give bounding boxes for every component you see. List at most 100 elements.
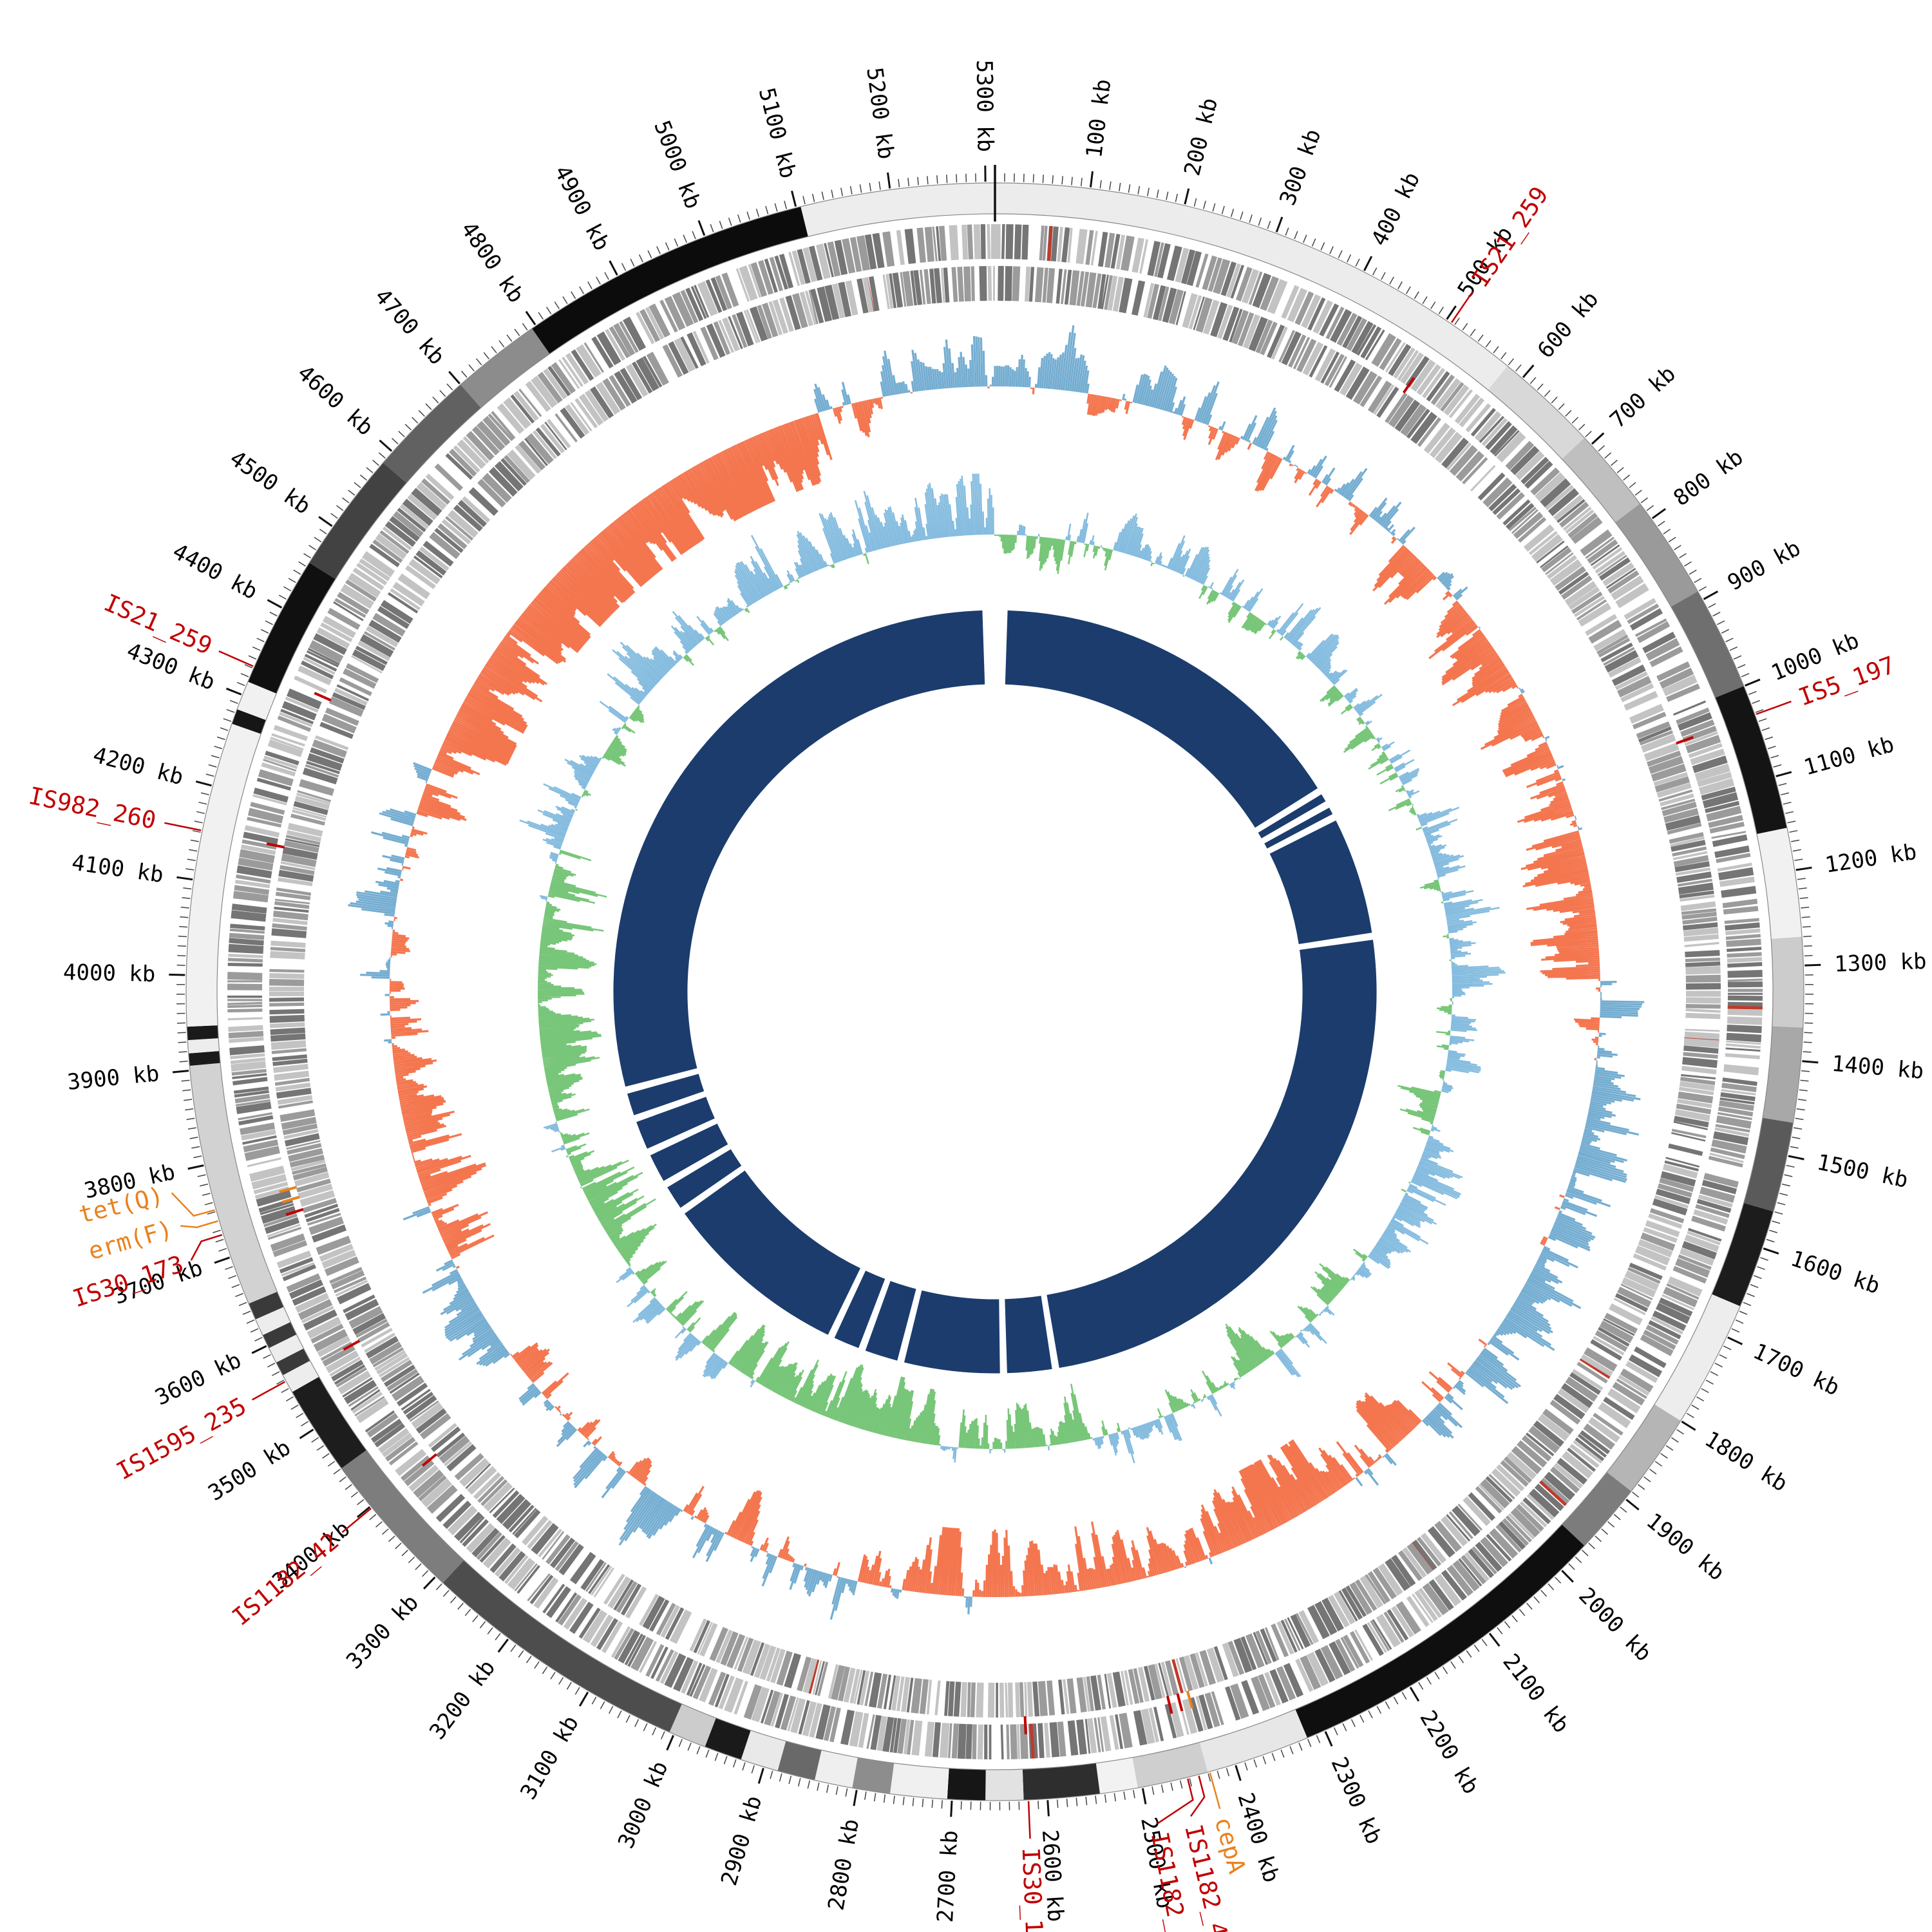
- minor-tick: [342, 497, 350, 504]
- minor-tick: [1271, 1752, 1276, 1761]
- minor-tick: [242, 1311, 251, 1315]
- minor-tick: [412, 417, 419, 424]
- tick-label: 2700 kb: [933, 1830, 963, 1923]
- minor-tick: [1438, 307, 1444, 315]
- minor-tick: [1676, 1429, 1684, 1435]
- minor-tick: [506, 334, 513, 342]
- minor-tick: [461, 370, 468, 378]
- minor-tick: [1333, 1727, 1338, 1736]
- annotation-marker: [1402, 377, 1416, 394]
- coverage-segment: [865, 1280, 917, 1361]
- minor-tick: [788, 1776, 792, 1785]
- tick-label: 2000 kb: [1573, 1583, 1656, 1667]
- minor-tick: [285, 1396, 294, 1402]
- minor-tick: [281, 1388, 289, 1394]
- minor-tick: [873, 1793, 876, 1802]
- minor-tick: [1705, 1379, 1714, 1385]
- major-tick: [950, 1801, 953, 1817]
- minor-tick: [183, 887, 192, 890]
- karyotype-segment: [292, 1376, 367, 1469]
- minor-tick: [303, 553, 311, 559]
- major-tick: [356, 1506, 371, 1519]
- major-tick: [497, 1638, 509, 1653]
- minor-tick: [425, 403, 432, 410]
- minor-tick: [184, 1099, 193, 1101]
- minor-tick: [1748, 691, 1757, 696]
- minor-tick: [244, 664, 253, 668]
- minor-tick: [1760, 1256, 1768, 1261]
- annotation-marker: [281, 1195, 300, 1204]
- minor-tick: [240, 673, 249, 677]
- minor-tick: [1258, 217, 1262, 226]
- annotation-label: IS1182_42: [227, 1528, 345, 1632]
- minor-tick: [1442, 1666, 1448, 1674]
- minor-tick: [1298, 1742, 1303, 1751]
- minor-tick: [1193, 198, 1197, 207]
- major-tick: [525, 310, 536, 326]
- coverage-segment: [650, 1123, 728, 1181]
- gene-bars-path: [269, 265, 1721, 1718]
- coverage-segment: [1264, 808, 1333, 849]
- tick-label: 4500 kb: [225, 446, 315, 520]
- gene-track-forward: [227, 223, 1763, 1760]
- minor-tick: [779, 1773, 782, 1782]
- tick-label: 3200 kb: [424, 1655, 500, 1745]
- minor-tick: [774, 203, 778, 212]
- major-tick: [448, 371, 460, 384]
- tick-label: 5000 kb: [649, 117, 706, 213]
- minor-tick: [1575, 1557, 1582, 1564]
- minor-tick: [732, 1759, 737, 1768]
- major-tick: [791, 191, 797, 207]
- minor-tick: [1752, 699, 1761, 705]
- minor-tick: [1342, 1723, 1347, 1732]
- minor-tick: [366, 467, 374, 473]
- minor-tick: [339, 1476, 346, 1482]
- minor-tick: [1673, 545, 1681, 551]
- minor-tick: [1113, 1793, 1117, 1802]
- minor-tick: [1023, 173, 1025, 182]
- minor-tick: [1511, 1615, 1518, 1622]
- minor-tick: [821, 191, 824, 200]
- minor-tick: [1719, 1354, 1727, 1359]
- minor-tick: [1794, 1127, 1803, 1130]
- minor-tick: [248, 655, 257, 660]
- karyotype-segment: [1715, 686, 1787, 835]
- minor-tick: [1725, 638, 1734, 643]
- minor-tick: [1668, 536, 1676, 543]
- major-tick: [1745, 678, 1761, 687]
- minor-tick: [849, 185, 853, 194]
- karyotype-segment: [1132, 1742, 1208, 1788]
- minor-tick: [522, 323, 528, 331]
- minor-tick: [587, 281, 592, 290]
- minor-tick: [1075, 1797, 1078, 1806]
- minor-tick: [254, 1337, 263, 1341]
- minor-tick: [1784, 1174, 1793, 1177]
- minor-tick: [260, 629, 269, 634]
- minor-tick: [1381, 272, 1386, 280]
- gc-content-track-positive-path: [348, 325, 1645, 1620]
- minor-tick: [1741, 673, 1750, 677]
- minor-tick: [290, 1405, 299, 1410]
- minor-tick: [296, 1412, 304, 1419]
- minor-tick: [1765, 736, 1774, 741]
- minor-tick: [1679, 553, 1687, 559]
- minor-tick: [1226, 1768, 1230, 1777]
- gc-skew-track: [519, 473, 1506, 1464]
- minor-tick: [558, 1677, 564, 1685]
- minor-tick: [246, 1319, 255, 1324]
- minor-tick: [1781, 792, 1790, 795]
- coverage-segment: [636, 1096, 715, 1149]
- minor-tick: [1104, 1794, 1107, 1803]
- karyotype-segment: [1095, 1757, 1138, 1794]
- minor-tick: [215, 1238, 224, 1243]
- minor-tick: [1799, 1089, 1808, 1092]
- minor-tick: [1217, 1770, 1220, 1779]
- karyotype-segment: [249, 1291, 284, 1320]
- tick-label: 1200 kb: [1823, 839, 1918, 878]
- minor-tick: [1733, 655, 1742, 660]
- minor-tick: [1533, 1596, 1540, 1604]
- annotation-marker: [343, 1340, 361, 1351]
- minor-tick: [630, 258, 635, 267]
- tick-label: 4700 kb: [370, 283, 450, 370]
- minor-tick: [229, 699, 238, 705]
